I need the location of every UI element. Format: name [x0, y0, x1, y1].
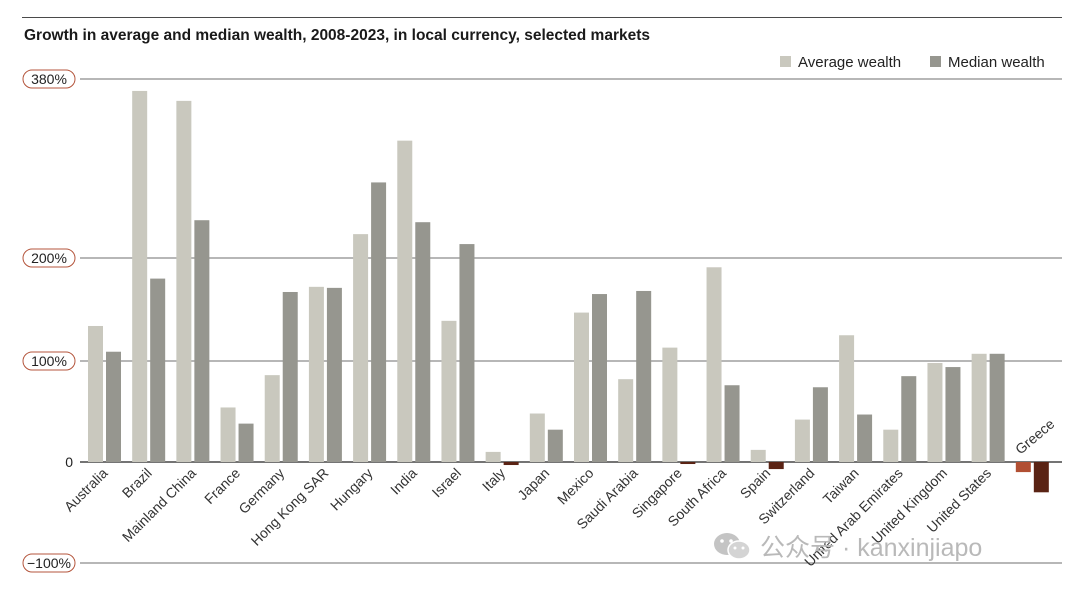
y-tick-label: 200% [31, 250, 67, 266]
bar-average [1015, 462, 1031, 473]
bar-median [459, 244, 475, 462]
bar-median [592, 294, 607, 462]
wechat-icon [714, 533, 751, 560]
bar-median [282, 291, 298, 462]
bar-median [768, 462, 784, 470]
bar-median [724, 385, 740, 462]
legend-swatch [780, 56, 791, 67]
legend-label: Median wealth [948, 54, 1045, 71]
bar-median [812, 387, 828, 462]
category-label: Hong Kong SAR [248, 465, 332, 549]
bar-median [106, 351, 121, 462]
category-label: Hungary [327, 465, 376, 514]
bars [88, 90, 1049, 493]
bar-average [574, 312, 589, 462]
watermark-text: 公众号 · kanxinjiapo [760, 534, 983, 562]
bar-average [264, 375, 280, 462]
bar-average [88, 325, 103, 462]
bar-average [750, 449, 766, 462]
y-tick-label: 100% [31, 353, 67, 369]
bar-median [503, 462, 519, 466]
category-label: Taiwan [820, 465, 862, 507]
y-axis-ticks: 380% 200% 100% 0 −100% [22, 69, 76, 573]
bar-median [547, 429, 563, 462]
legend: Average wealth Median wealth [780, 54, 1045, 71]
watermark: 公众号 · kanxinjiapo [712, 528, 982, 564]
bar-median [194, 220, 210, 462]
y-tick-label: −100% [27, 555, 71, 571]
y-tick-pill [22, 69, 76, 89]
bar-median [901, 376, 917, 462]
bar-average [176, 100, 192, 462]
category-label: Israel [429, 465, 465, 501]
bar-median [680, 462, 696, 465]
bar-median [857, 414, 873, 462]
legend-swatch [930, 56, 941, 67]
bar-average [132, 90, 148, 462]
category-label: India [387, 465, 420, 498]
category-label: Greece [1012, 415, 1058, 457]
bar-median [238, 423, 254, 462]
bar-median [945, 367, 961, 462]
category-label: Italy [479, 465, 508, 494]
category-label: Brazil [119, 465, 155, 501]
bar-median [371, 182, 387, 462]
bar-average [794, 419, 810, 462]
bar-average [308, 286, 324, 462]
bar-average [971, 353, 987, 462]
legend-label: Average wealth [798, 54, 901, 71]
category-label: Australia [61, 465, 111, 515]
bar-average [529, 413, 545, 462]
bar-average [618, 379, 634, 462]
bar-median [415, 222, 431, 462]
bar-average [883, 429, 899, 462]
y-tick-pill [22, 248, 76, 268]
bar-average [397, 140, 413, 462]
bar-median [326, 287, 342, 462]
bar-average [706, 267, 722, 462]
chart-title: Growth in average and median wealth, 200… [24, 27, 651, 44]
bar-median [150, 278, 166, 462]
category-label: Spain [737, 465, 774, 502]
bar-median [1033, 462, 1049, 493]
bar-average [839, 335, 855, 462]
y-tick-pill [22, 351, 76, 371]
bar-average [441, 320, 457, 462]
bar-median [636, 290, 652, 462]
y-tick-pill [22, 553, 76, 573]
bar-average [927, 363, 943, 462]
category-label: France [201, 465, 243, 507]
bar-average [353, 234, 369, 462]
category-label: Japan [514, 465, 552, 503]
bar-median [989, 353, 1005, 462]
bar-average [220, 407, 236, 462]
bar-average [485, 451, 501, 462]
top-rule [22, 17, 1062, 18]
y-tick-label: 0 [65, 454, 73, 470]
y-tick-label: 380% [31, 71, 67, 87]
category-label: Mexico [554, 465, 597, 508]
bar-average [662, 347, 678, 462]
